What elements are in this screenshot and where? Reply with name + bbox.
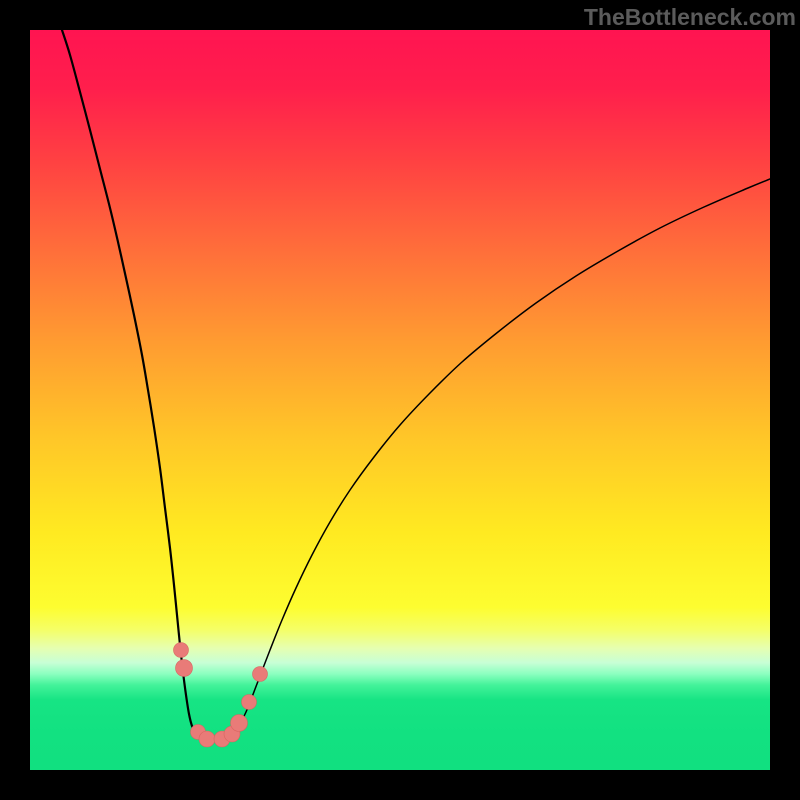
bottleneck-chart (0, 0, 800, 800)
data-marker (231, 715, 248, 732)
data-marker (176, 660, 193, 677)
watermark-text: TheBottleneck.com (584, 4, 796, 31)
gradient-background (30, 30, 770, 770)
data-marker (174, 643, 189, 658)
data-marker (199, 731, 215, 747)
data-marker (253, 667, 268, 682)
data-marker (242, 695, 257, 710)
